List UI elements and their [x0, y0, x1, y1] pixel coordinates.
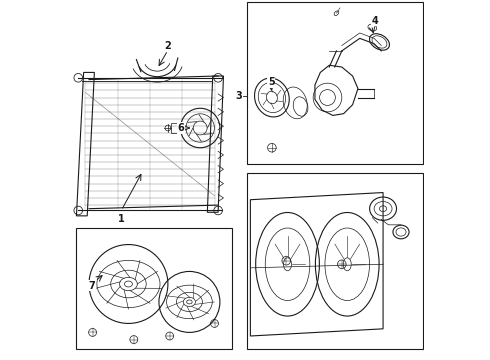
- Text: 2: 2: [165, 41, 172, 50]
- Bar: [247, 173, 422, 348]
- Text: 3: 3: [236, 91, 243, 101]
- Bar: [76, 228, 232, 348]
- Text: 4: 4: [371, 16, 378, 26]
- Text: 7: 7: [88, 281, 95, 291]
- Text: 1: 1: [118, 215, 124, 224]
- Text: 5: 5: [268, 77, 274, 87]
- Bar: [247, 3, 422, 164]
- Text: 6: 6: [178, 123, 185, 133]
